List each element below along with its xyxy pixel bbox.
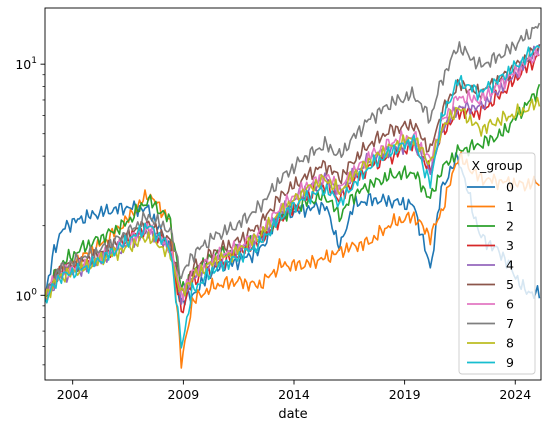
legend-label-6: 6: [506, 297, 514, 312]
y-axis: 100 101: [15, 56, 45, 366]
x-tick-label: 2014: [278, 387, 310, 402]
x-tick-label: 2004: [57, 387, 89, 402]
x-axis: 2004 2009 2014 2019 2024: [57, 380, 531, 402]
legend-title: X_group: [471, 158, 522, 173]
legend-label-2: 2: [506, 219, 514, 234]
legend-label-0: 0: [506, 180, 514, 195]
series-line-0: [45, 152, 541, 306]
x-axis-label: date: [278, 407, 307, 422]
series-layer: [45, 22, 541, 369]
series-line-7: [45, 22, 541, 299]
legend-label-7: 7: [506, 316, 514, 331]
legend-frame: [458, 152, 536, 375]
legend-label-5: 5: [506, 277, 514, 292]
series-line-9: [45, 45, 540, 349]
x-tick-label: 2024: [499, 387, 531, 402]
legend-label-4: 4: [506, 258, 514, 273]
legend-label-9: 9: [506, 355, 514, 370]
legend-label-1: 1: [506, 199, 514, 214]
series-line-1: [45, 151, 540, 369]
y-tick-label: 101: [15, 56, 37, 72]
x-tick-label: 2009: [167, 387, 199, 402]
legend-label-8: 8: [506, 336, 514, 351]
legend-label-3: 3: [506, 238, 514, 253]
legend: X_group 0 1 2 3 4 5 6 7 8 9: [458, 152, 536, 375]
x-tick-label: 2019: [389, 387, 421, 402]
y-tick-label: 100: [15, 287, 37, 303]
plot-frame: [44, 7, 542, 381]
